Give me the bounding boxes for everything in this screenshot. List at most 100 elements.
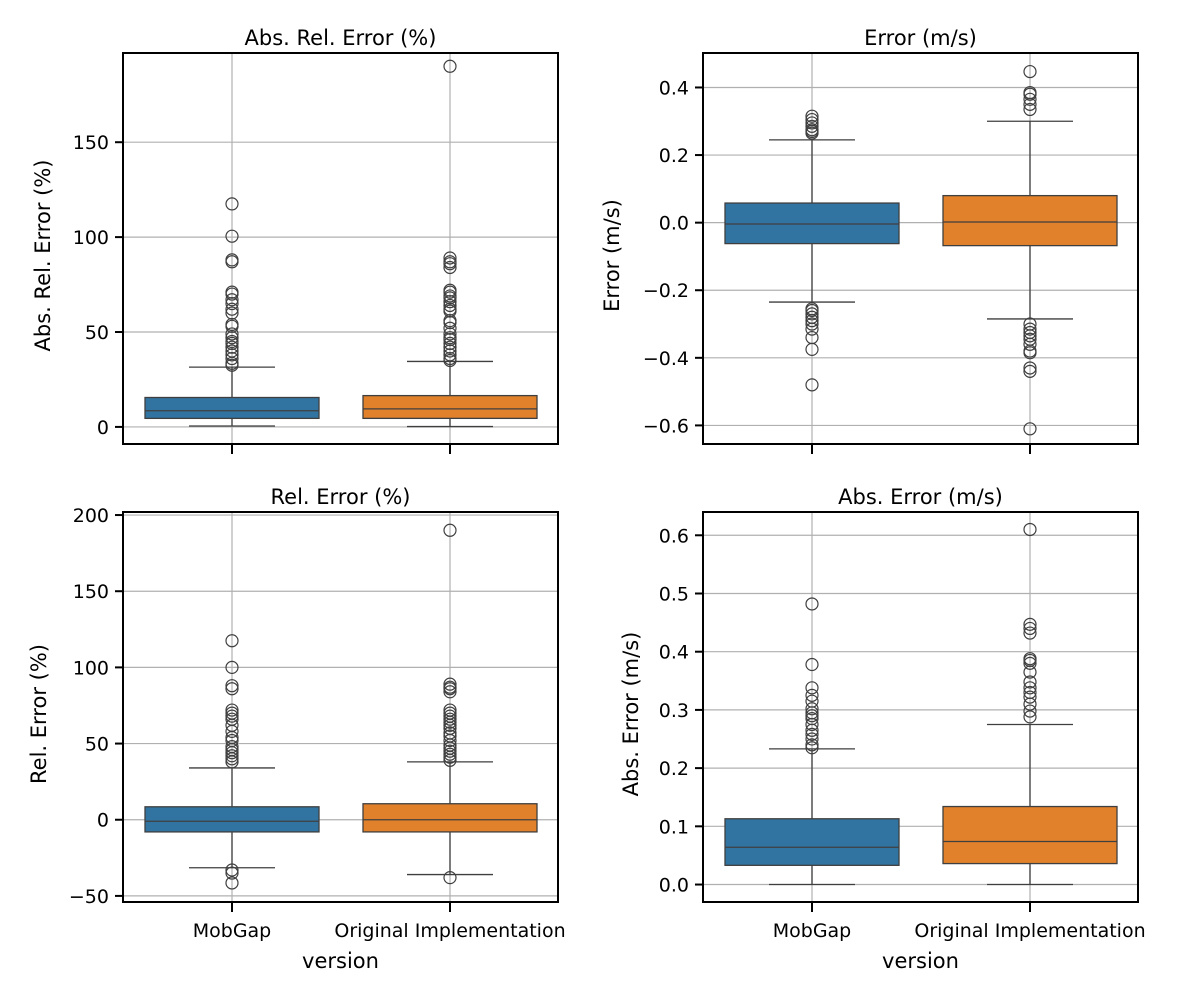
outlier-point — [443, 314, 457, 328]
outlier-point — [443, 59, 457, 73]
outlier-point — [443, 523, 457, 537]
outlier-point — [225, 709, 239, 723]
y-tick-label: 0 — [97, 810, 109, 832]
outlier-point — [443, 709, 457, 723]
outlier-point — [805, 732, 819, 746]
outlier-point — [1023, 337, 1037, 351]
outlier-point — [1023, 92, 1037, 106]
outlier-point — [1023, 361, 1037, 375]
outlier-point — [805, 657, 819, 672]
outlier-point — [443, 680, 457, 694]
x-tick-label: Original Implementation — [914, 920, 1145, 942]
outlier-point — [225, 348, 239, 362]
outlier-point — [805, 702, 819, 716]
outlier-point — [443, 298, 457, 313]
y-tick-label: 0.1 — [659, 816, 689, 838]
y-tick-label: 0.4 — [659, 77, 689, 99]
y-tick-label: 100 — [73, 227, 109, 249]
outlier-point — [1023, 704, 1037, 718]
chart-title: Abs. Rel. Error (%) — [245, 26, 437, 50]
outlier-point — [225, 679, 239, 693]
outlier-point — [225, 634, 239, 648]
outlier-point — [1023, 64, 1037, 79]
y-axis-label: Rel. Error (%) — [27, 644, 51, 784]
y-tick-label: 0 — [97, 417, 109, 439]
y-axis-label: Error (m/s) — [600, 199, 624, 312]
y-tick-label: −0.6 — [643, 415, 689, 437]
outlier-point — [805, 681, 819, 695]
outlier-point — [225, 703, 239, 717]
y-tick-label: 150 — [73, 581, 109, 603]
outlier-point — [443, 712, 457, 726]
outlier-point — [805, 116, 819, 130]
outlier-point — [443, 348, 457, 362]
outlier-point — [805, 322, 819, 336]
y-axis-label: Abs. Error (m/s) — [619, 632, 643, 797]
outlier-point — [443, 289, 457, 303]
y-tick-label: −0.2 — [643, 280, 689, 302]
chart-panel-2: −0.6 −0.4 −0.2 0.0 0.2 0.4 Error (m/s) Error (m… — [600, 26, 1139, 454]
y-tick-label: 50 — [85, 322, 109, 344]
outlier-point — [805, 119, 819, 133]
outlier-point — [443, 331, 457, 345]
outlier-point — [225, 285, 239, 299]
outlier-point — [225, 306, 239, 320]
outlier-point — [225, 229, 239, 243]
outlier-point — [443, 255, 457, 269]
axes-frame — [122, 511, 559, 903]
chart-title: Rel. Error (%) — [271, 485, 411, 509]
outlier-point — [1023, 621, 1037, 636]
box-original — [942, 805, 1118, 865]
x-axis-label: version — [882, 949, 959, 973]
outlier-point — [805, 317, 819, 331]
outlier-point — [1023, 102, 1037, 117]
outlier-point — [805, 738, 819, 752]
outlier-point — [443, 726, 457, 740]
outlier-point — [225, 302, 239, 316]
y-tick-label: 150 — [73, 132, 109, 154]
y-tick-label: −50 — [69, 886, 109, 908]
chart-title: Error (m/s) — [864, 26, 977, 50]
y-tick-label: 0.0 — [659, 875, 689, 897]
outlier-point — [225, 293, 239, 307]
outlier-point — [443, 685, 457, 699]
y-tick-label: −0.4 — [643, 348, 689, 370]
outlier-point — [1023, 522, 1037, 537]
outlier-point — [443, 744, 457, 758]
chart-panel-3: −50 0 50 100 150 200 MobGap Original Implementa… — [27, 485, 566, 973]
outlier-point — [805, 694, 819, 708]
outlier-point — [225, 712, 239, 726]
outlier-point — [443, 327, 457, 341]
y-tick-label: 0.2 — [659, 145, 689, 167]
outlier-point — [225, 197, 239, 211]
outlier-point — [225, 682, 239, 696]
outlier-point — [225, 253, 239, 267]
outlier-point — [225, 317, 239, 332]
outlier-point — [225, 344, 239, 358]
axes-frame — [122, 52, 559, 445]
y-tick-label: 50 — [85, 734, 109, 756]
outlier-point — [225, 733, 239, 748]
y-tick-label: 0.0 — [659, 213, 689, 235]
outlier-point — [443, 302, 457, 316]
outlier-point — [443, 729, 457, 743]
outlier-point — [225, 866, 239, 880]
axes-frame — [702, 52, 1139, 445]
x-tick-label: MobGap — [193, 920, 272, 942]
outlier-point — [443, 677, 457, 691]
outlier-point — [443, 295, 457, 309]
outlier-point — [805, 109, 819, 123]
outlier-point — [443, 336, 457, 351]
outlier-point — [1023, 626, 1037, 640]
y-tick-label: 0.4 — [659, 642, 689, 664]
outlier-point — [225, 863, 239, 877]
outlier-point — [443, 871, 457, 885]
outlier-point — [225, 876, 239, 890]
outlier-point — [1023, 652, 1037, 666]
outlier-point — [225, 706, 239, 720]
outlier-point — [225, 327, 239, 341]
outlier-point — [225, 749, 239, 763]
outlier-point — [443, 283, 457, 297]
outlier-point — [443, 321, 457, 335]
